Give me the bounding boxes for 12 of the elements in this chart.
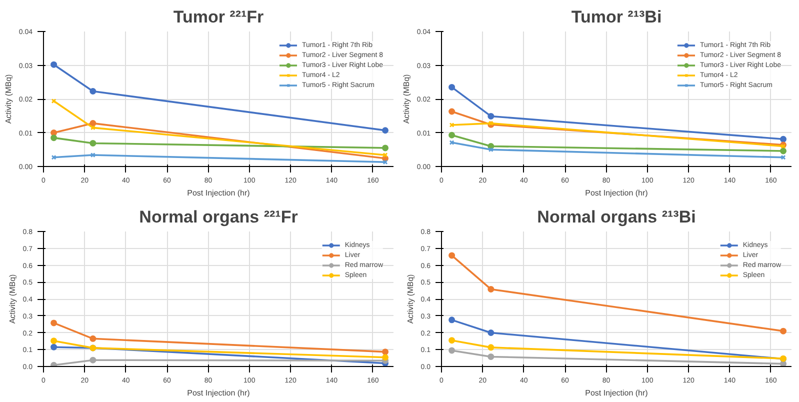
x-axis-title: Post Injection (hr) xyxy=(187,188,250,198)
y-axis-title: Activity (MBq) xyxy=(406,274,415,324)
chart-title: Tumor ²²¹Fr xyxy=(173,8,264,26)
chart-title: Normal organs ²²¹Fr xyxy=(139,208,298,226)
chart-title: Normal organs ²¹³Bi xyxy=(537,208,696,226)
x-axis-title: Post Injection (hr) xyxy=(585,388,648,398)
x-axis-title: Post Injection (hr) xyxy=(585,188,648,198)
y-axis-title: Activity (MBq) xyxy=(4,74,13,124)
x-axis-title: Post Injection (hr) xyxy=(187,388,250,398)
chart-title: Tumor ²¹³Bi xyxy=(571,8,662,26)
y-axis-title: Activity (MBq) xyxy=(8,274,17,324)
y-axis-title: Activity (MBq) xyxy=(402,74,411,124)
